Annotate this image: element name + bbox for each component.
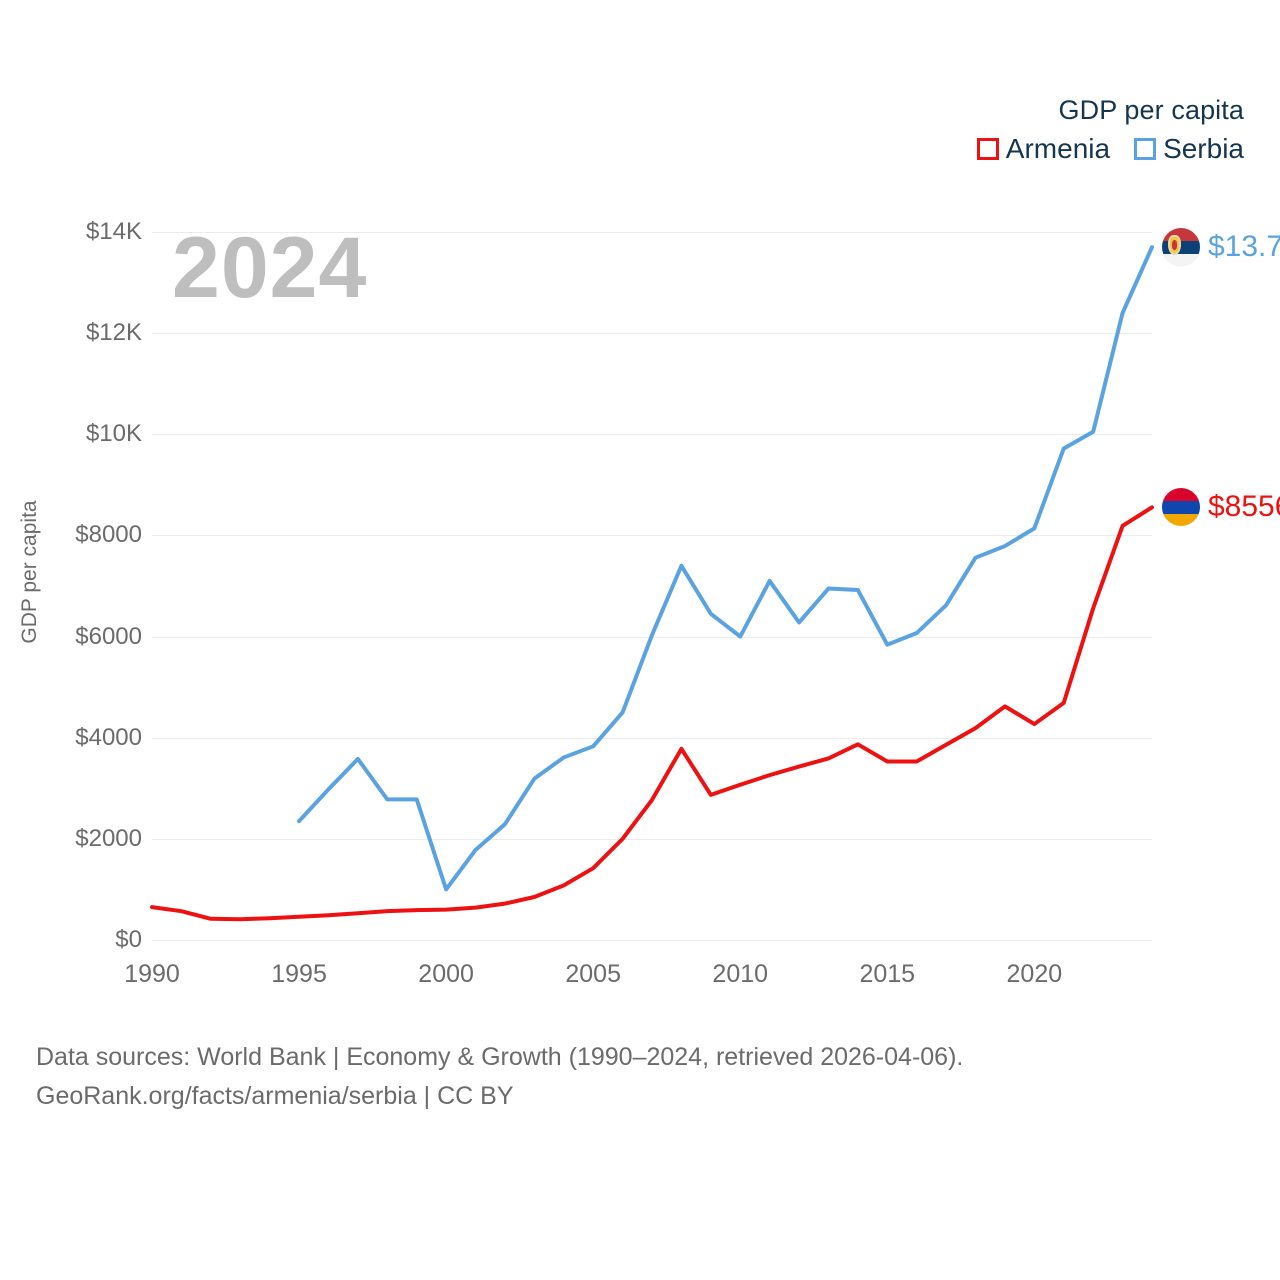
legend-label-armenia: Armenia — [1005, 132, 1111, 164]
gridline — [152, 535, 1152, 537]
gridline — [152, 232, 1152, 233]
y-tick-label: $10K — [85, 420, 142, 448]
gridline — [152, 434, 1152, 436]
armenia-flag-icon — [1162, 488, 1200, 527]
footer-line-1: Data sources: World Bank | Economy & Gro… — [36, 1043, 964, 1071]
year-watermark: 2024 — [172, 220, 368, 316]
serbia-endpoint-value: $13.7K — [1208, 230, 1280, 264]
serbia-endpoint: $13.7K — [1162, 228, 1280, 267]
x-tick-label: 2000 — [418, 960, 474, 988]
legend-swatch-serbia — [1134, 137, 1157, 160]
coat-of-arms-shield — [1171, 240, 1178, 250]
series-line-armenia — [152, 507, 1152, 919]
legend-swatch-armenia — [976, 137, 999, 160]
gridline — [152, 333, 1152, 335]
y-tick-label: $8000 — [75, 521, 142, 549]
x-tick-label: 1990 — [124, 960, 180, 988]
footer-sources: Data sources: World Bank | Economy & Gro… — [36, 1038, 963, 1116]
gridline — [152, 737, 1152, 739]
gridline — [152, 940, 1152, 941]
serbia-coat-of-arms-icon — [1168, 234, 1181, 255]
y-tick-label: $2000 — [75, 824, 142, 852]
legend-title: GDP per capita — [1058, 95, 1244, 125]
flag-band — [1162, 253, 1200, 267]
series-layer — [152, 232, 1152, 940]
flag-band — [1162, 501, 1200, 514]
x-tick-label: 2005 — [565, 960, 621, 988]
chart-legend: GDP per capita Armenia Serbia — [976, 95, 1244, 164]
footer-line-2: GeoRank.org/facts/armenia/serbia | CC BY — [36, 1081, 514, 1110]
plot-area: GDP per capita 2024 $0 $2000 $4000 $6000 $80… — [0, 200, 1280, 1000]
legend-items: Armenia Serbia — [976, 132, 1244, 164]
y-tick-label: $14K — [85, 218, 142, 245]
gridline — [152, 838, 1152, 840]
legend-label-serbia: Serbia — [1163, 132, 1244, 164]
series-line-serbia — [299, 247, 1152, 889]
y-tick-label: $0 — [115, 926, 142, 953]
legend-item-serbia[interactable]: Serbia — [1134, 132, 1244, 164]
legend-item-armenia[interactable]: Armenia — [976, 132, 1111, 164]
x-tick-label: 1995 — [271, 960, 327, 988]
armenia-endpoint: $8556 — [1162, 488, 1280, 527]
x-tick-label: 2020 — [1006, 960, 1063, 988]
flag-band — [1162, 488, 1200, 502]
y-tick-label: $12K — [85, 319, 142, 347]
flag-band — [1162, 513, 1200, 527]
x-tick-label: 2015 — [859, 960, 916, 988]
x-tick-label: 2010 — [712, 960, 769, 988]
y-tick-label: $4000 — [75, 723, 142, 751]
serbia-flag-icon — [1162, 228, 1200, 267]
armenia-endpoint-value: $8556 — [1208, 490, 1280, 524]
y-tick-label: $6000 — [75, 622, 142, 650]
